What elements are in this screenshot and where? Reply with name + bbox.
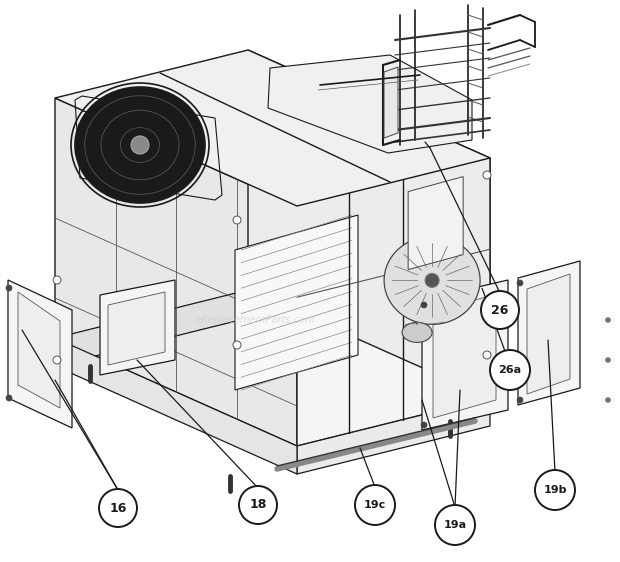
- Circle shape: [99, 489, 137, 527]
- Polygon shape: [268, 55, 472, 153]
- Polygon shape: [108, 292, 165, 365]
- Polygon shape: [518, 261, 580, 405]
- Polygon shape: [55, 50, 490, 206]
- Polygon shape: [55, 290, 248, 366]
- Circle shape: [606, 357, 611, 362]
- Polygon shape: [55, 98, 297, 446]
- Circle shape: [53, 276, 61, 284]
- Polygon shape: [297, 398, 490, 474]
- Circle shape: [421, 302, 427, 308]
- Text: 19b: 19b: [543, 485, 567, 495]
- Circle shape: [481, 291, 519, 329]
- Polygon shape: [100, 280, 175, 375]
- Circle shape: [483, 351, 491, 359]
- Polygon shape: [527, 274, 570, 394]
- Polygon shape: [422, 280, 508, 430]
- Polygon shape: [384, 67, 398, 138]
- Circle shape: [233, 341, 241, 349]
- Ellipse shape: [75, 87, 205, 203]
- Circle shape: [53, 356, 61, 364]
- Circle shape: [435, 505, 475, 545]
- Ellipse shape: [402, 323, 432, 342]
- Text: 16: 16: [109, 501, 126, 514]
- Circle shape: [6, 395, 12, 401]
- Circle shape: [239, 486, 277, 524]
- Text: 26a: 26a: [498, 365, 521, 375]
- Circle shape: [425, 273, 439, 287]
- Circle shape: [6, 285, 12, 291]
- Text: 26: 26: [491, 303, 508, 316]
- Circle shape: [421, 422, 427, 428]
- Circle shape: [233, 216, 241, 224]
- Text: eReplacementParts.com: eReplacementParts.com: [195, 315, 315, 325]
- Text: 19c: 19c: [364, 500, 386, 510]
- Circle shape: [483, 171, 491, 179]
- Polygon shape: [235, 215, 358, 390]
- Polygon shape: [248, 50, 490, 398]
- Ellipse shape: [384, 237, 480, 324]
- Circle shape: [490, 350, 530, 390]
- Circle shape: [517, 280, 523, 286]
- Circle shape: [355, 485, 395, 525]
- Text: 18: 18: [249, 498, 267, 511]
- Polygon shape: [433, 294, 496, 418]
- Circle shape: [131, 136, 149, 154]
- Circle shape: [517, 397, 523, 403]
- Polygon shape: [297, 158, 490, 446]
- Polygon shape: [408, 176, 463, 270]
- Circle shape: [535, 470, 575, 510]
- Polygon shape: [55, 338, 297, 474]
- Circle shape: [606, 397, 611, 402]
- Polygon shape: [8, 280, 72, 428]
- Text: 19a: 19a: [443, 520, 467, 530]
- Circle shape: [606, 318, 611, 323]
- Polygon shape: [18, 292, 60, 408]
